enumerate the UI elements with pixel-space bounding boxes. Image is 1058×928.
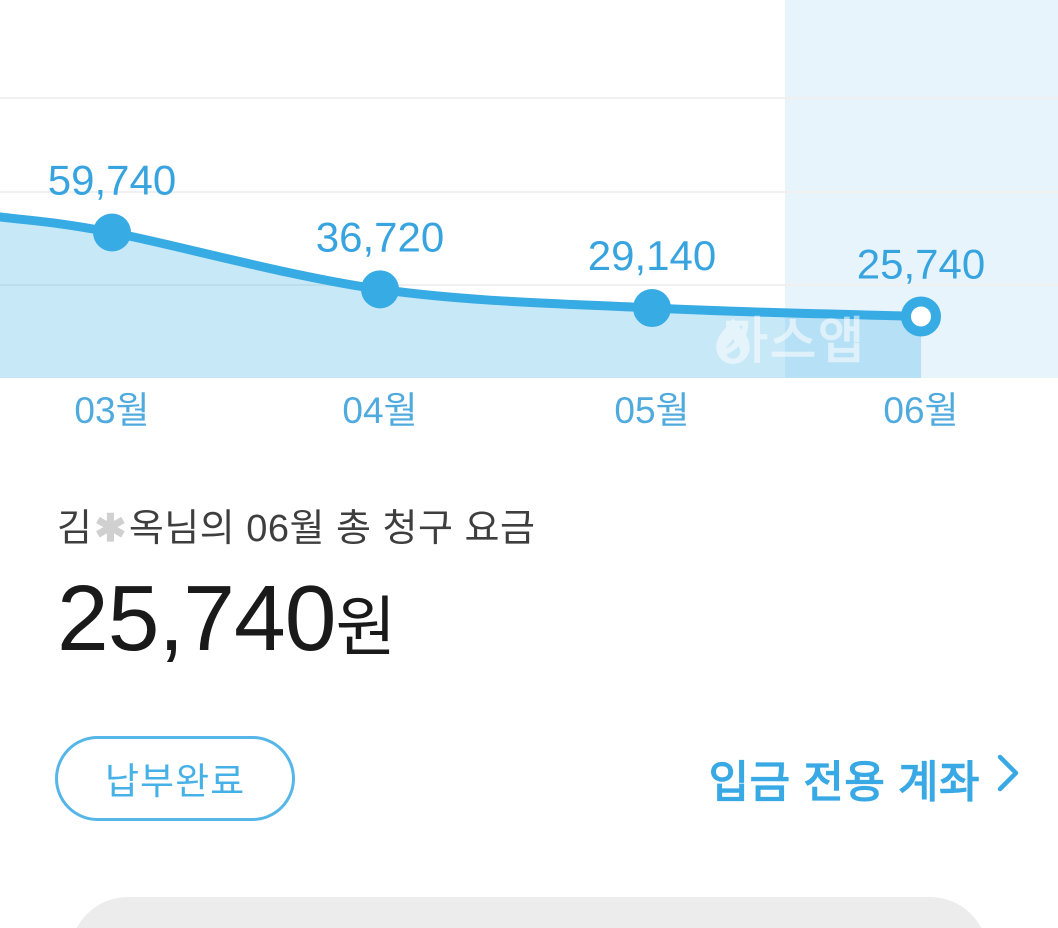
billing-history-chart: 59,740 36,720 29,140 25,740 03월 04월 05월 06월 가스앱 — [0, 0, 1058, 432]
chevron-right-icon — [996, 753, 1020, 804]
x-axis-label-05월: 05월 — [614, 390, 689, 431]
deposit-account-link[interactable]: 입금 전용 계좌 — [709, 746, 1020, 810]
customer-name-prefix: 김 — [57, 508, 93, 550]
deposit-account-link-label: 입금 전용 계좌 — [708, 758, 980, 807]
bill-summary: 김✱옥님의 06월 총 청구 요금 25,740원 — [57, 506, 1020, 666]
bill-title-text: 옥님의 06월 총 청구 요금 — [128, 508, 536, 550]
masked-char: ✱ — [94, 508, 127, 550]
data-point-1 — [361, 270, 399, 309]
value-label-05월: 29,140 — [588, 232, 716, 279]
value-label-03월: 59,740 — [48, 156, 176, 203]
bill-actions-row: 납부완료 입금 전용 계좌 — [55, 735, 1020, 821]
bill-title: 김✱옥님의 06월 총 청구 요금 — [57, 506, 1020, 554]
x-axis-label-06월: 06월 — [883, 390, 958, 431]
value-label-04월: 36,720 — [316, 213, 444, 260]
bill-amount: 25,740원 — [57, 569, 1020, 667]
bill-amount-currency: 원 — [335, 589, 397, 664]
area-fill — [0, 217, 921, 378]
data-point-2 — [633, 289, 671, 328]
value-label-06월: 25,740 — [857, 240, 985, 287]
data-point-current — [901, 296, 941, 337]
payment-status-badge: 납부완료 — [55, 735, 296, 821]
bill-amount-number: 25,740 — [57, 565, 336, 670]
x-axis-label-03월: 03월 — [74, 390, 149, 431]
chart-canvas: 59,740 36,720 29,140 25,740 03월 04월 05월 06월 — [0, 0, 1058, 431]
data-point-0 — [93, 213, 131, 252]
next-section-card — [70, 897, 988, 928]
x-axis-label-04월: 04월 — [342, 390, 417, 431]
